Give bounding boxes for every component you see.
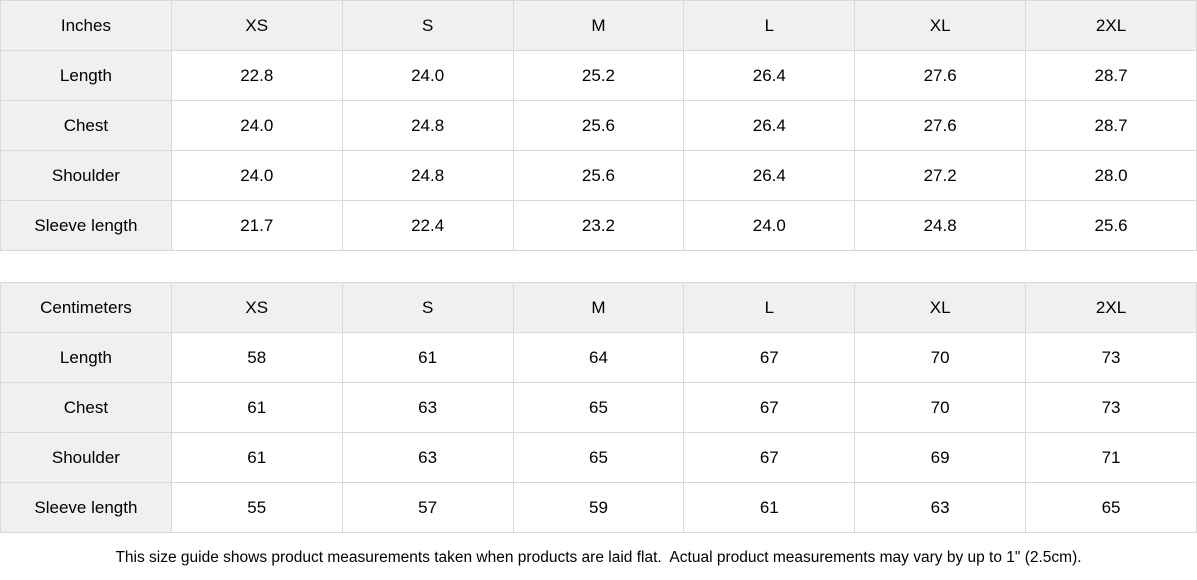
- size-column-header-s: S: [341, 0, 514, 51]
- inches-header-row: Inches XS S M L XL 2XL: [0, 0, 1197, 51]
- size-column-header-xs: XS: [170, 0, 343, 51]
- row-label-sleeve-length: Sleeve length: [0, 200, 172, 251]
- inches-size-table: Inches XS S M L XL 2XL Length 22.8 24.0 …: [0, 0, 1197, 251]
- size-column-header-m: M: [512, 0, 685, 51]
- measurement-cell: 21.7: [170, 200, 343, 251]
- measurement-cell: 73: [1025, 332, 1197, 383]
- size-column-header-2xl: 2XL: [1025, 282, 1197, 333]
- measurement-cell: 67: [683, 432, 856, 483]
- measurement-cell: 22.4: [341, 200, 514, 251]
- measurement-cell: 28.0: [1025, 150, 1197, 201]
- measurement-cell: 65: [512, 432, 685, 483]
- measurement-cell: 26.4: [683, 150, 856, 201]
- measurement-cell: 69: [854, 432, 1027, 483]
- measurement-cell: 24.0: [170, 150, 343, 201]
- size-column-header-xl: XL: [854, 0, 1027, 51]
- measurement-cell: 24.8: [854, 200, 1027, 251]
- measurement-cell: 24.0: [170, 100, 343, 151]
- measurement-cell: 24.8: [341, 150, 514, 201]
- measurement-cell: 61: [683, 482, 856, 533]
- measurement-cell: 55: [170, 482, 343, 533]
- size-column-header-xs: XS: [170, 282, 343, 333]
- unit-header-inches: Inches: [0, 0, 172, 51]
- size-guide-footnote: This size guide shows product measuremen…: [0, 533, 1197, 580]
- table-row-chest: Chest 61 63 65 67 70 73: [0, 382, 1197, 433]
- measurement-cell: 65: [1025, 482, 1197, 533]
- size-column-header-s: S: [341, 282, 514, 333]
- table-row-sleeve-length: Sleeve length 55 57 59 61 63 65: [0, 482, 1197, 533]
- measurement-cell: 67: [683, 382, 856, 433]
- measurement-cell: 57: [341, 482, 514, 533]
- measurement-cell: 70: [854, 332, 1027, 383]
- table-gap: [0, 251, 1197, 282]
- row-label-chest: Chest: [0, 382, 172, 433]
- unit-header-centimeters: Centimeters: [0, 282, 172, 333]
- table-row-sleeve-length: Sleeve length 21.7 22.4 23.2 24.0 24.8 2…: [0, 200, 1197, 251]
- measurement-cell: 59: [512, 482, 685, 533]
- row-label-chest: Chest: [0, 100, 172, 151]
- table-row-length: Length 22.8 24.0 25.2 26.4 27.6 28.7: [0, 50, 1197, 101]
- measurement-cell: 26.4: [683, 100, 856, 151]
- measurement-cell: 58: [170, 332, 343, 383]
- measurement-cell: 65: [512, 382, 685, 433]
- measurement-cell: 22.8: [170, 50, 343, 101]
- measurement-cell: 61: [170, 382, 343, 433]
- measurement-cell: 67: [683, 332, 856, 383]
- table-row-shoulder: Shoulder 24.0 24.8 25.6 26.4 27.2 28.0: [0, 150, 1197, 201]
- measurement-cell: 71: [1025, 432, 1197, 483]
- size-column-header-l: L: [683, 0, 856, 51]
- table-row-shoulder: Shoulder 61 63 65 67 69 71: [0, 432, 1197, 483]
- row-label-shoulder: Shoulder: [0, 150, 172, 201]
- measurement-cell: 28.7: [1025, 50, 1197, 101]
- measurement-cell: 24.8: [341, 100, 514, 151]
- measurement-cell: 25.2: [512, 50, 685, 101]
- measurement-cell: 27.6: [854, 50, 1027, 101]
- row-label-shoulder: Shoulder: [0, 432, 172, 483]
- row-label-length: Length: [0, 332, 172, 383]
- row-label-sleeve-length: Sleeve length: [0, 482, 172, 533]
- centimeters-header-row: Centimeters XS S M L XL 2XL: [0, 282, 1197, 333]
- centimeters-size-table: Centimeters XS S M L XL 2XL Length 58 61…: [0, 282, 1197, 533]
- size-column-header-2xl: 2XL: [1025, 0, 1197, 51]
- measurement-cell: 24.0: [683, 200, 856, 251]
- measurement-cell: 25.6: [512, 150, 685, 201]
- measurement-cell: 27.2: [854, 150, 1027, 201]
- measurement-cell: 63: [341, 432, 514, 483]
- measurement-cell: 61: [170, 432, 343, 483]
- measurement-cell: 27.6: [854, 100, 1027, 151]
- measurement-cell: 64: [512, 332, 685, 383]
- size-column-header-xl: XL: [854, 282, 1027, 333]
- measurement-cell: 25.6: [1025, 200, 1197, 251]
- size-column-header-l: L: [683, 282, 856, 333]
- measurement-cell: 63: [854, 482, 1027, 533]
- measurement-cell: 70: [854, 382, 1027, 433]
- table-row-length: Length 58 61 64 67 70 73: [0, 332, 1197, 383]
- measurement-cell: 25.6: [512, 100, 685, 151]
- measurement-cell: 24.0: [341, 50, 514, 101]
- measurement-cell: 28.7: [1025, 100, 1197, 151]
- size-column-header-m: M: [512, 282, 685, 333]
- measurement-cell: 26.4: [683, 50, 856, 101]
- measurement-cell: 63: [341, 382, 514, 433]
- measurement-cell: 61: [341, 332, 514, 383]
- measurement-cell: 73: [1025, 382, 1197, 433]
- row-label-length: Length: [0, 50, 172, 101]
- table-row-chest: Chest 24.0 24.8 25.6 26.4 27.6 28.7: [0, 100, 1197, 151]
- measurement-cell: 23.2: [512, 200, 685, 251]
